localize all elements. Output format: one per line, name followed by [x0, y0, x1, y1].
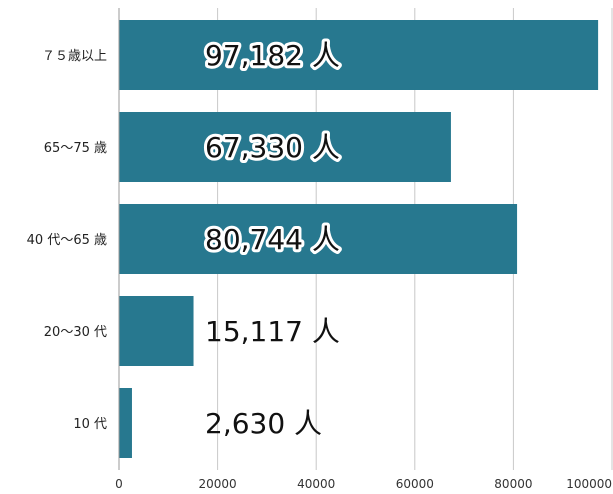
category-label: ７５歳以上 [42, 49, 107, 64]
x-tick-label: 80000 [494, 477, 532, 491]
value-labels: 97,182 人 67,330 人 80,744 人 15,117 人 2,630 人 [202, 36, 343, 440]
category-label: 40 代～65 歳 [27, 233, 107, 248]
category-label: 65～75 歳 [44, 141, 107, 156]
bars [119, 20, 599, 458]
category-label: 10 代 [73, 417, 107, 432]
x-tick-label: 0 [115, 477, 123, 491]
category-labels: ７５歳以上 65～75 歳 40 代～65 歳 20～30 代 10 代 [27, 49, 107, 432]
value-label: 80,744 人 [205, 223, 340, 256]
bar [119, 112, 451, 182]
x-tick-label: 20000 [199, 477, 237, 491]
bar [119, 296, 194, 366]
value-label: 67,330 人 [205, 131, 340, 164]
x-tick-label: 40000 [297, 477, 335, 491]
x-tick-labels: 0 20000 40000 60000 80000 100000 [115, 477, 612, 491]
value-label: 15,117 人 [205, 315, 340, 348]
x-tick-label: 60000 [396, 477, 434, 491]
bar [119, 204, 518, 274]
bar [119, 388, 132, 458]
x-tick-label: 100000 [566, 477, 612, 491]
value-label: 2,630 人 [205, 407, 322, 440]
category-label: 20～30 代 [44, 325, 107, 340]
value-label: 97,182 人 [205, 39, 340, 72]
bar [119, 20, 599, 90]
